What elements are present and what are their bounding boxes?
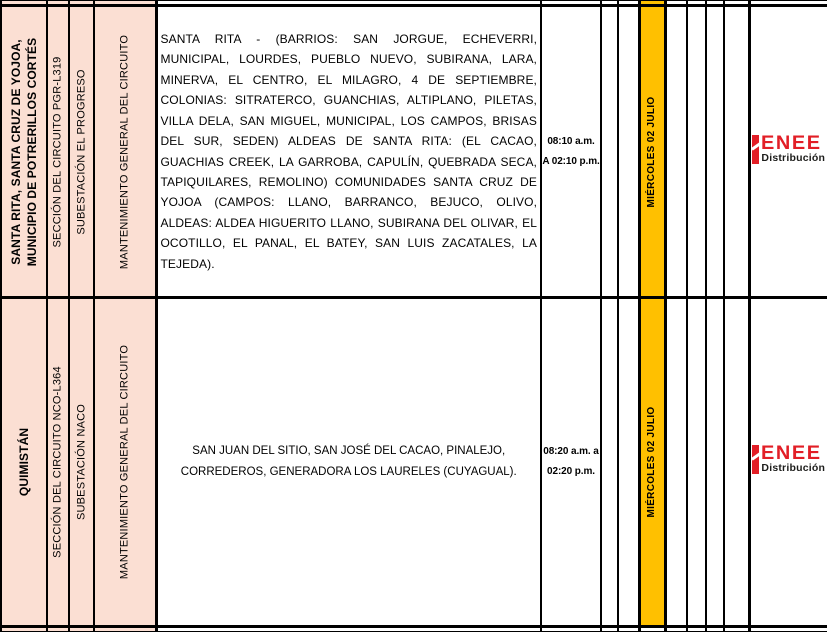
spacer-cell: [686, 626, 707, 632]
cell-work-type: MANTENIMIENTO GENERAL DEL CIRCUITO: [93, 4, 158, 299]
spacer-cell: [46, 626, 70, 632]
partial-row-top: [0, 0, 827, 7]
spacer-cell: [723, 4, 751, 299]
cell-areas: SAN JUAN DEL SITIO, SAN JOSÉ DEL CACAO, …: [155, 296, 542, 628]
municipality-label: SANTA RITA, SANTA CRUZ DE YOJOA, MUNICIP…: [8, 37, 39, 266]
municipality-label: QUIMISTÁN: [16, 427, 31, 497]
spacer-cell: [93, 626, 158, 632]
spacer-cell: [686, 296, 707, 628]
spacer-cell: [705, 626, 725, 632]
schedule-row-quimistan: QUIMISTÁN SECCIÓN DEL CIRCUITO NCO-L364 …: [0, 296, 827, 628]
enee-subtitle-text: Distribución: [761, 462, 826, 474]
cell-circuit-section: SECCIÓN DEL CIRCUITO NCO-L364: [46, 296, 70, 628]
circuit-section-label: SECCIÓN DEL CIRCUITO PGR-L319: [51, 55, 64, 248]
lightning-bar-icon: [752, 445, 760, 474]
work-type-label: MANTENIMIENTO GENERAL DEL CIRCUITO: [118, 34, 131, 269]
cell-outage-date: MIÉRCOLES 02 JULIO: [638, 4, 667, 299]
cell-logo: ENEE Distribución: [748, 296, 827, 628]
spacer-cell: [748, 626, 827, 632]
spacer-cell: [664, 296, 688, 628]
time-start: 08:20 a.m. a: [543, 446, 599, 457]
circuit-section-label: SECCIÓN DEL CIRCUITO NCO-L364: [51, 366, 64, 558]
time-end: 02:20 p.m.: [547, 466, 595, 477]
spacer-cell: [723, 296, 751, 628]
spacer-cell: [638, 0, 667, 7]
spacer-cell: [540, 0, 602, 7]
enee-brand-text: ENEE: [761, 443, 823, 464]
time-start: 08:10 a.m.: [547, 135, 595, 147]
spacer-cell: [664, 0, 688, 7]
spacer-cell: [638, 626, 667, 632]
spacer-cell: [93, 0, 158, 7]
spacer-cell: [46, 0, 70, 7]
spacer-cell: [540, 626, 602, 632]
spacer-cell: [664, 4, 688, 299]
cell-circuit-section: SECCIÓN DEL CIRCUITO PGR-L319: [46, 4, 70, 299]
cell-outage-date: MIÉRCOLES 02 JULIO: [638, 296, 667, 628]
spacer-cell: [600, 296, 619, 628]
substation-label: SUBESTACIÓN NACO: [74, 403, 87, 521]
spacer-cell: [68, 0, 95, 7]
spacer-cell: [723, 626, 751, 632]
spacer-cell: [705, 0, 725, 7]
spacer-cell: [617, 296, 641, 628]
spacer-cell: [68, 626, 95, 632]
areas-text: SAN JUAN DEL SITIO, SAN JOSÉ DEL CACAO, …: [180, 445, 517, 478]
areas-text: SANTA RITA - (BARRIOS: SAN JORGUE, ECHEV…: [160, 32, 537, 271]
spacer-cell: [600, 0, 619, 7]
cell-logo: ENEE Distribución: [748, 4, 827, 299]
spacer-cell: [600, 4, 619, 299]
cell-substation: SUBESTACIÓN EL PROGRESO: [68, 4, 95, 299]
spacer-cell: [664, 626, 688, 632]
spacer-cell: [723, 0, 751, 7]
spacer-cell: [155, 0, 542, 7]
spacer-cell: [705, 296, 725, 628]
spacer-cell: [155, 626, 542, 632]
enee-distribucion-logo: ENEE Distribución: [752, 443, 826, 474]
cell-municipality: SANTA RITA, SANTA CRUZ DE YOJOA, MUNICIP…: [0, 4, 48, 299]
cell-schedule-time: 08:10 a.m. A 02:10 p.m.: [540, 4, 602, 299]
substation-label: SUBESTACIÓN EL PROGRESO: [74, 68, 87, 235]
spacer-cell: [0, 626, 48, 632]
enee-brand-text: ENEE: [761, 132, 823, 154]
outage-date-label: MIÉRCOLES 02 JULIO: [646, 406, 657, 518]
cell-substation: SUBESTACIÓN NACO: [68, 296, 95, 628]
spacer-cell: [617, 626, 641, 632]
spacer-cell: [0, 0, 48, 7]
work-type-label: MANTENIMIENTO GENERAL DEL CIRCUITO: [118, 344, 131, 580]
outage-date-label: MIÉRCOLES 02 JULIO: [646, 96, 657, 207]
spacer-cell: [686, 0, 707, 7]
spacer-cell: [617, 4, 641, 299]
schedule-row-santa-rita: SANTA RITA, SANTA CRUZ DE YOJOA, MUNICIP…: [0, 4, 827, 299]
cell-municipality: QUIMISTÁN: [0, 296, 48, 628]
partial-row-bottom: [0, 626, 827, 632]
cell-schedule-time: 08:20 a.m. a 02:20 p.m.: [540, 296, 602, 628]
spacer-cell: [600, 626, 619, 632]
time-end: A 02:10 p.m.: [542, 155, 600, 167]
spacer-cell: [617, 0, 641, 7]
spacer-cell: [686, 4, 707, 299]
cell-areas: SANTA RITA - (BARRIOS: SAN JORGUE, ECHEV…: [155, 4, 542, 299]
spacer-cell: [705, 4, 725, 299]
enee-subtitle-text: Distribución: [761, 151, 826, 164]
cell-work-type: MANTENIMIENTO GENERAL DEL CIRCUITO: [93, 296, 158, 628]
enee-distribucion-logo: ENEE Distribución: [752, 132, 826, 164]
lightning-bar-icon: [752, 134, 760, 164]
